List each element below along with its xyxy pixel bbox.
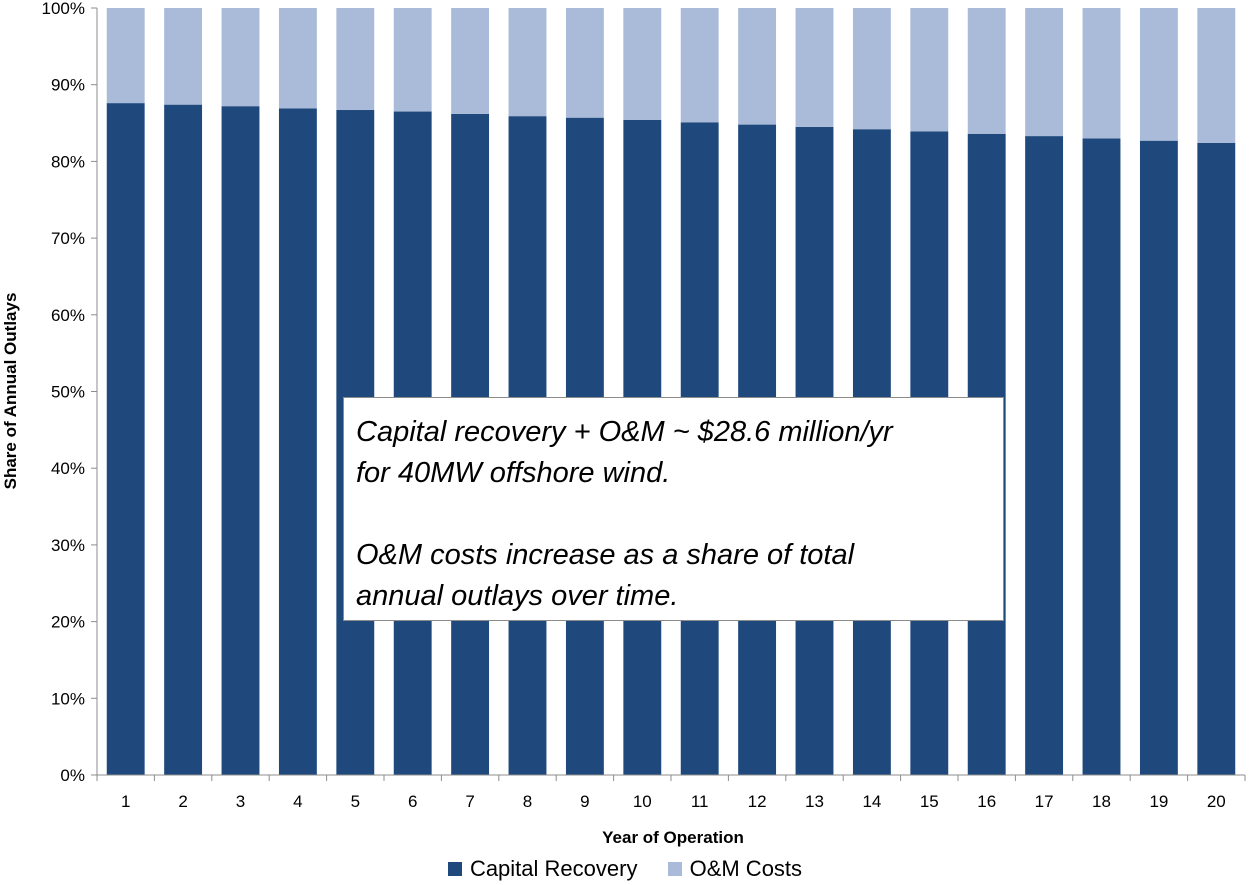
bar-om-costs — [508, 8, 547, 117]
x-tick-label: 13 — [805, 792, 824, 811]
y-tick-label: 40% — [51, 459, 85, 478]
x-axis-ticks: 1 2 3 4 5 6 7 8 9 10 11 12 13 14 15 16 17 18 19 20 — [96, 775, 1246, 811]
y-tick-label: 80% — [51, 152, 85, 171]
bar-om-costs — [623, 8, 662, 120]
x-tick-label: 15 — [920, 792, 939, 811]
bar-om-costs — [451, 8, 490, 114]
y-tick-label: 0% — [60, 766, 85, 785]
x-tick-label: 4 — [293, 792, 302, 811]
y-tick-label: 70% — [51, 229, 85, 248]
x-tick-label: 12 — [748, 792, 767, 811]
y-tick-label: 50% — [51, 383, 85, 402]
bar-om-costs — [738, 8, 777, 125]
x-tick-label: 9 — [580, 792, 589, 811]
bar-om-costs — [795, 8, 834, 127]
bar-om-costs — [1197, 8, 1236, 143]
x-tick-label: 11 — [691, 792, 709, 811]
x-tick-label: 16 — [977, 792, 996, 811]
legend-swatch-om-costs — [667, 862, 682, 876]
x-tick-label: 20 — [1207, 792, 1226, 811]
x-tick-label: 18 — [1092, 792, 1111, 811]
x-tick-label: 7 — [465, 792, 474, 811]
bar-om-costs — [221, 8, 260, 107]
bar-om-costs — [1082, 8, 1121, 139]
bar-capital-recovery — [1082, 138, 1121, 775]
chart-annotation: Capital recovery + O&M ~ $28.6 million/y… — [343, 397, 1004, 621]
legend-item-om-costs: O&M Costs — [667, 856, 803, 882]
legend: Capital Recovery O&M Costs — [0, 856, 1250, 882]
bar-capital-recovery — [221, 106, 260, 775]
bar-om-costs — [967, 8, 1006, 134]
bars — [106, 8, 1236, 776]
bar-capital-recovery — [278, 108, 317, 776]
bar-om-costs — [393, 8, 432, 112]
x-tick-label: 3 — [236, 792, 245, 811]
x-tick-label: 17 — [1035, 792, 1054, 811]
y-axis-title: Share of Annual Outlays — [1, 293, 20, 490]
y-tick-label: 10% — [51, 689, 85, 708]
bar-om-costs — [910, 8, 949, 132]
bar-om-costs — [164, 8, 203, 105]
y-tick-label: 20% — [51, 613, 85, 632]
bar-om-costs — [852, 8, 891, 130]
x-axis-title: Year of Operation — [602, 828, 744, 847]
x-tick-label: 19 — [1149, 792, 1168, 811]
y-tick-label: 100% — [42, 0, 85, 18]
x-tick-label: 10 — [633, 792, 652, 811]
x-tick-label: 2 — [178, 792, 187, 811]
y-tick-label: 90% — [51, 76, 85, 95]
legend-label-om-costs: O&M Costs — [689, 856, 803, 881]
legend-item-capital-recovery: Capital Recovery — [447, 856, 638, 882]
x-tick-label: 6 — [408, 792, 417, 811]
bar-om-costs — [336, 8, 375, 111]
bar-om-costs — [1139, 8, 1178, 141]
legend-swatch-capital-recovery — [447, 862, 462, 876]
x-tick-label: 14 — [862, 792, 881, 811]
y-tick-label: 60% — [51, 306, 85, 325]
bar-om-costs — [680, 8, 719, 123]
bar-om-costs — [1025, 8, 1064, 137]
bar-capital-recovery — [164, 104, 203, 776]
x-tick-label: 1 — [121, 792, 130, 811]
bar-capital-recovery — [1025, 136, 1064, 776]
x-tick-label: 8 — [523, 792, 532, 811]
bar-capital-recovery — [1139, 140, 1178, 776]
bar-om-costs — [278, 8, 317, 109]
legend-label-capital-recovery: Capital Recovery — [469, 856, 638, 881]
bar-om-costs — [565, 8, 604, 118]
y-axis-ticks: 0% 10% 20% 30% 40% 50% 60% 70% 80% 90% 100% — [42, 0, 97, 785]
bar-om-costs — [106, 8, 145, 104]
y-tick-label: 30% — [51, 536, 85, 555]
x-tick-label: 5 — [351, 792, 360, 811]
bar-capital-recovery — [106, 103, 145, 775]
bar-capital-recovery — [1197, 142, 1236, 775]
